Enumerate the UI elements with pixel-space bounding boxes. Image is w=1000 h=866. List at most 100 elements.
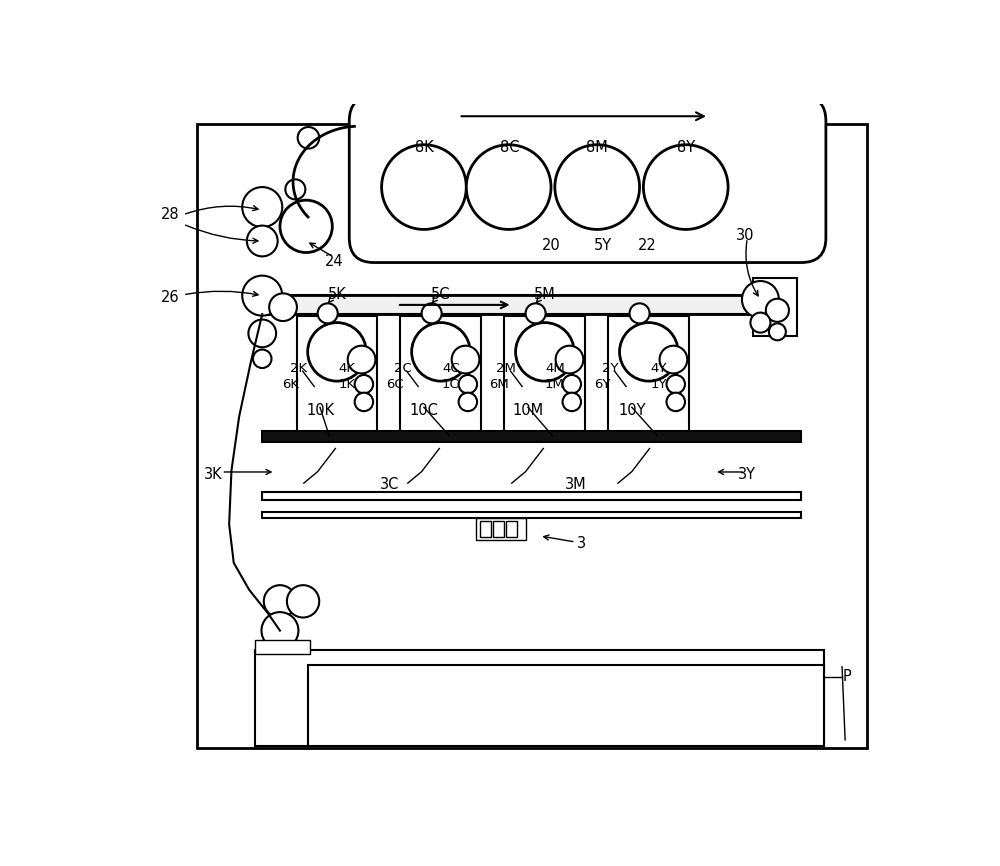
Text: 6Y: 6Y: [594, 378, 611, 391]
Circle shape: [459, 392, 477, 411]
Circle shape: [556, 346, 583, 373]
Bar: [504, 316, 585, 434]
Text: 10C: 10C: [410, 403, 438, 418]
Circle shape: [382, 145, 466, 229]
Bar: [612, 365, 629, 383]
Bar: [400, 316, 481, 434]
Circle shape: [766, 299, 789, 322]
Circle shape: [422, 303, 442, 323]
Circle shape: [563, 392, 581, 411]
Text: 2C: 2C: [394, 362, 411, 375]
Bar: [255, 640, 310, 654]
Circle shape: [742, 281, 779, 318]
Circle shape: [285, 179, 305, 199]
Bar: [197, 124, 867, 747]
Circle shape: [750, 313, 770, 333]
Text: 4C: 4C: [442, 362, 460, 375]
Text: 8C: 8C: [500, 139, 520, 154]
Text: 26: 26: [161, 290, 179, 305]
Text: 3C: 3C: [380, 477, 399, 492]
Text: 4M: 4M: [545, 362, 565, 375]
Text: 3: 3: [577, 536, 586, 551]
Circle shape: [666, 375, 685, 393]
Circle shape: [280, 200, 332, 253]
Circle shape: [769, 323, 786, 340]
Text: P: P: [843, 669, 852, 684]
Text: 1C: 1C: [442, 378, 460, 391]
Bar: [508, 365, 525, 383]
Circle shape: [247, 225, 278, 256]
Circle shape: [355, 392, 373, 411]
Circle shape: [248, 320, 276, 347]
Circle shape: [526, 303, 546, 323]
Circle shape: [269, 294, 297, 321]
Text: 6M: 6M: [489, 378, 509, 391]
Text: 30: 30: [736, 228, 754, 243]
Bar: [262, 512, 801, 518]
Circle shape: [459, 375, 477, 393]
Circle shape: [264, 585, 296, 617]
Bar: [611, 339, 632, 360]
Text: 2K: 2K: [290, 362, 307, 375]
Polygon shape: [379, 442, 456, 494]
Circle shape: [466, 145, 551, 229]
Bar: [262, 431, 801, 442]
Text: 5Y: 5Y: [594, 238, 612, 253]
Circle shape: [242, 275, 282, 316]
Circle shape: [308, 323, 366, 381]
Circle shape: [253, 350, 271, 368]
Text: 2Y: 2Y: [602, 362, 619, 375]
Circle shape: [242, 187, 282, 227]
Bar: [506, 521, 517, 537]
Polygon shape: [483, 442, 560, 494]
Bar: [507, 339, 528, 360]
Text: 1M: 1M: [545, 378, 565, 391]
Text: 8K: 8K: [415, 139, 433, 154]
Circle shape: [643, 145, 728, 229]
Circle shape: [298, 127, 319, 149]
Circle shape: [555, 145, 640, 229]
Bar: [493, 521, 504, 537]
Text: 4Y: 4Y: [651, 362, 667, 375]
Circle shape: [660, 346, 687, 373]
Polygon shape: [275, 442, 352, 494]
Circle shape: [318, 303, 338, 323]
Text: 10M: 10M: [512, 403, 543, 418]
Bar: [480, 521, 491, 537]
Circle shape: [630, 303, 650, 323]
Text: 10Y: 10Y: [618, 403, 646, 418]
Circle shape: [452, 346, 479, 373]
Bar: [404, 339, 424, 360]
Text: 3K: 3K: [204, 467, 223, 481]
Circle shape: [348, 346, 375, 373]
Bar: [608, 316, 689, 434]
Bar: [297, 316, 377, 434]
Bar: [262, 492, 801, 500]
Text: 5K: 5K: [328, 288, 346, 302]
Circle shape: [412, 323, 470, 381]
Circle shape: [261, 612, 298, 650]
Bar: [476, 518, 526, 540]
Circle shape: [287, 585, 319, 617]
Bar: [300, 339, 320, 360]
Text: 28: 28: [161, 207, 179, 223]
FancyBboxPatch shape: [349, 96, 826, 262]
Bar: [404, 365, 421, 383]
Text: 5M: 5M: [534, 288, 556, 302]
Bar: [255, 650, 824, 746]
Bar: [300, 365, 317, 383]
Text: 1K: 1K: [338, 378, 356, 391]
Text: 8M: 8M: [586, 139, 608, 154]
Text: 3Y: 3Y: [738, 467, 756, 481]
Bar: [753, 278, 797, 336]
Polygon shape: [590, 442, 666, 494]
Circle shape: [620, 323, 678, 381]
Text: 5C: 5C: [431, 288, 451, 302]
Text: 2M: 2M: [496, 362, 516, 375]
Text: 22: 22: [638, 238, 657, 253]
Text: 3M: 3M: [565, 477, 586, 492]
Bar: [262, 295, 751, 314]
Text: 24: 24: [325, 254, 343, 268]
Text: 4K: 4K: [338, 362, 355, 375]
Circle shape: [666, 392, 685, 411]
